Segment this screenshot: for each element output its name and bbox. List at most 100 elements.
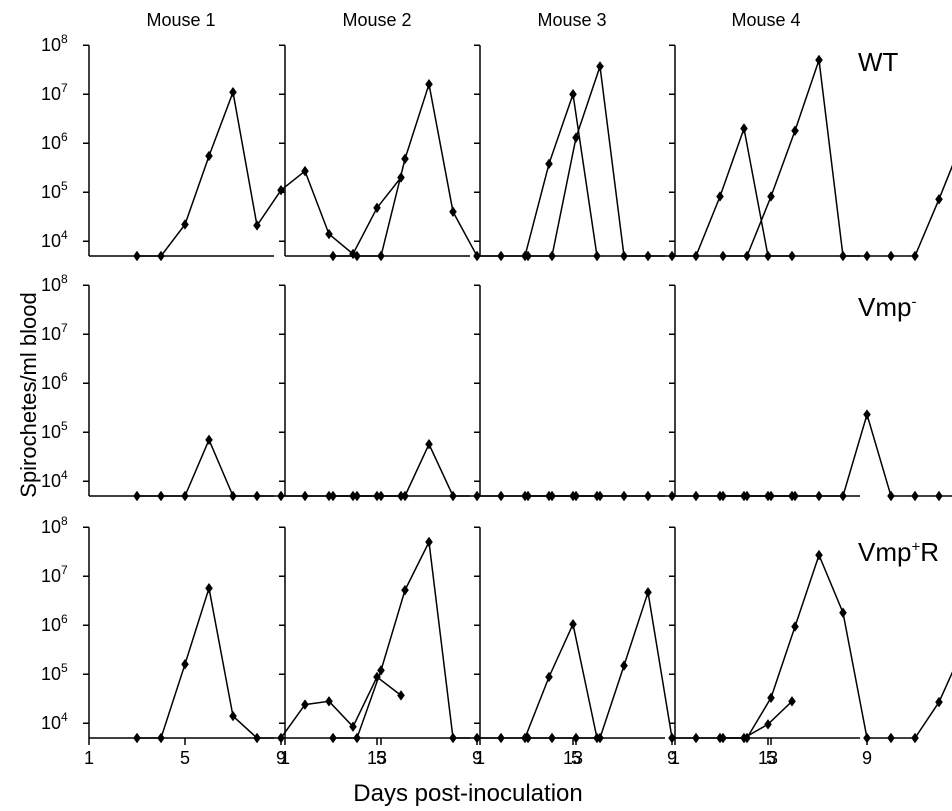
data-point-row3-mouse4-day12 — [935, 696, 943, 708]
x-tick-label-row3-mouse4-0: 1 — [670, 748, 680, 768]
data-point-row2-mouse1-day6 — [205, 434, 213, 446]
data-point-row2-mouse4-day8 — [839, 490, 847, 502]
data-point-row3-mouse4-day4 — [743, 732, 751, 744]
data-point-row3-mouse2-day9 — [473, 732, 481, 744]
data-point-row1-mouse2-day9 — [473, 250, 481, 262]
y-tick-label-row2-4: 108 — [41, 272, 68, 295]
data-point-row2-mouse2-day4 — [353, 490, 361, 502]
data-point-row3-mouse1-day5 — [181, 659, 189, 670]
column-title-mouse-1: Mouse 1 — [146, 10, 216, 30]
x-tick-label-row3-mouse3-1: 5 — [571, 748, 581, 768]
data-point-row2-mouse4-day7 — [815, 490, 823, 502]
data-point-row3-mouse1-day14 — [397, 690, 405, 701]
data-point-row1-mouse4-day9 — [863, 250, 871, 262]
series-line-row3-mouse3 — [528, 592, 793, 739]
data-point-row3-mouse2-day5 — [377, 665, 385, 676]
data-point-row3-mouse3-day13 — [764, 719, 772, 730]
data-point-row2-mouse4-day10 — [887, 490, 895, 502]
series-line-row3-mouse4 — [723, 552, 952, 739]
data-point-row1-mouse1-day10 — [301, 165, 309, 177]
series-line-row2-mouse4 — [723, 411, 952, 497]
data-point-row1-mouse3-day8 — [644, 250, 652, 262]
data-point-row1-mouse3-day11 — [716, 191, 724, 202]
y-tick-label-row1-4: 108 — [41, 32, 68, 55]
x-tick-label-row3-mouse3-3: 13 — [758, 748, 778, 768]
data-point-row3-mouse3-day4 — [548, 732, 556, 744]
data-point-row1-mouse4-day4 — [743, 250, 751, 262]
row-label-vmp-plus-r: Vmp+R — [858, 537, 939, 568]
series-line-row1-mouse2 — [333, 83, 598, 257]
data-point-row3-mouse1-day3 — [133, 732, 141, 744]
data-point-row1-mouse1-day3 — [133, 250, 141, 262]
row-label-vmp-plus-r-text: Vmp — [858, 537, 912, 567]
row-label-vmp-minus-text: Vmp — [858, 292, 912, 322]
data-point-row1-mouse4-day6 — [791, 125, 799, 136]
data-point-row3-mouse1-day12 — [349, 721, 357, 732]
x-axis-label: Days post-inoculation — [353, 780, 583, 807]
row-label-vmp-minus-sup: - — [911, 293, 917, 311]
data-point-row1-mouse4-day12 — [935, 194, 943, 205]
x-tick-label-row3-mouse3-2: 9 — [667, 748, 677, 768]
x-tick-label-row3-mouse2-2: 9 — [472, 748, 482, 768]
data-point-row1-mouse1-day8 — [253, 220, 261, 231]
data-point-row3-mouse2-day3 — [329, 732, 337, 744]
data-point-row1-mouse3-day7 — [620, 250, 628, 262]
data-point-row3-mouse3-day6 — [596, 732, 604, 744]
x-tick-label-row3-mouse1-1: 5 — [180, 748, 190, 768]
data-point-row2-mouse4-day11 — [911, 490, 919, 502]
y-tick-label-row1-3: 107 — [41, 81, 68, 104]
y-tick-label-row1-0: 104 — [41, 228, 68, 251]
data-point-row2-mouse4-day6 — [791, 490, 799, 502]
column-title-mouse-4: Mouse 4 — [731, 10, 801, 30]
row-label-vmp-plus-r-suffix: R — [920, 537, 940, 567]
data-point-row2-mouse3-day4 — [548, 490, 556, 502]
data-point-row1-mouse2-day7 — [425, 79, 433, 90]
data-point-row1-mouse4-day10 — [887, 250, 895, 262]
data-point-row2-mouse1-day5 — [181, 490, 189, 502]
data-point-row3-mouse3-day5 — [572, 732, 580, 744]
series-line-row2-mouse2 — [333, 442, 597, 497]
data-point-row1-mouse1-day5 — [181, 219, 189, 230]
data-point-row2-mouse3-day9 — [668, 490, 676, 502]
data-point-row2-mouse1-day9 — [277, 490, 285, 502]
data-point-row1-mouse3-day4 — [548, 250, 556, 262]
data-point-row3-mouse4-day10 — [887, 732, 895, 744]
x-tick-label-row3-mouse1-3: 13 — [367, 748, 387, 768]
data-point-row3-mouse2-day13 — [569, 619, 577, 630]
data-point-row1-mouse2-day12 — [545, 158, 553, 170]
data-point-row3-mouse3-day7 — [620, 660, 628, 671]
data-point-row2-mouse2-day9 — [473, 490, 481, 502]
data-point-row3-mouse1-day11 — [325, 696, 333, 707]
data-point-row2-mouse3-day3 — [524, 490, 532, 502]
data-point-row2-mouse4-day4 — [743, 490, 751, 502]
y-tick-label-row2-2: 106 — [41, 370, 68, 393]
data-point-row2-mouse4-day9 — [863, 409, 871, 420]
series-line-row1-mouse1 — [137, 89, 402, 257]
data-point-row3-mouse2-day8 — [449, 732, 457, 744]
data-point-row2-mouse2-day7 — [425, 439, 433, 450]
data-point-row3-mouse3-day14 — [788, 696, 796, 707]
row-label-vmp-plus-r-sup: + — [911, 538, 921, 556]
data-point-row2-mouse3-day6 — [596, 490, 604, 502]
data-point-row1-mouse2-day6 — [401, 153, 409, 165]
data-point-row3-mouse1-day7 — [229, 710, 237, 722]
x-tick-label-row3-mouse4-2: 9 — [862, 748, 872, 768]
data-point-row1-mouse3-day9 — [668, 250, 676, 262]
data-point-row3-mouse1-day10 — [301, 699, 309, 710]
data-point-row3-mouse3-day9 — [668, 732, 676, 744]
data-point-row1-mouse2-day4 — [353, 250, 361, 262]
data-point-row3-mouse2-day7 — [425, 536, 433, 548]
data-point-row1-mouse1-day13 — [373, 202, 381, 214]
data-point-row2-mouse4-day12 — [935, 490, 943, 502]
data-point-row3-mouse3-day8 — [644, 587, 652, 598]
data-point-row3-mouse4-day7 — [815, 549, 823, 561]
column-title-mouse-2: Mouse 2 — [342, 10, 412, 30]
series-line-row1-mouse3 — [528, 66, 792, 257]
data-point-row1-mouse4-day3 — [719, 250, 727, 262]
data-point-row1-mouse4-day7 — [815, 54, 823, 66]
data-point-row2-mouse2-day3 — [329, 490, 337, 502]
data-point-row3-mouse1-day13 — [373, 671, 381, 683]
y-tick-label-row3-0: 104 — [41, 710, 68, 733]
